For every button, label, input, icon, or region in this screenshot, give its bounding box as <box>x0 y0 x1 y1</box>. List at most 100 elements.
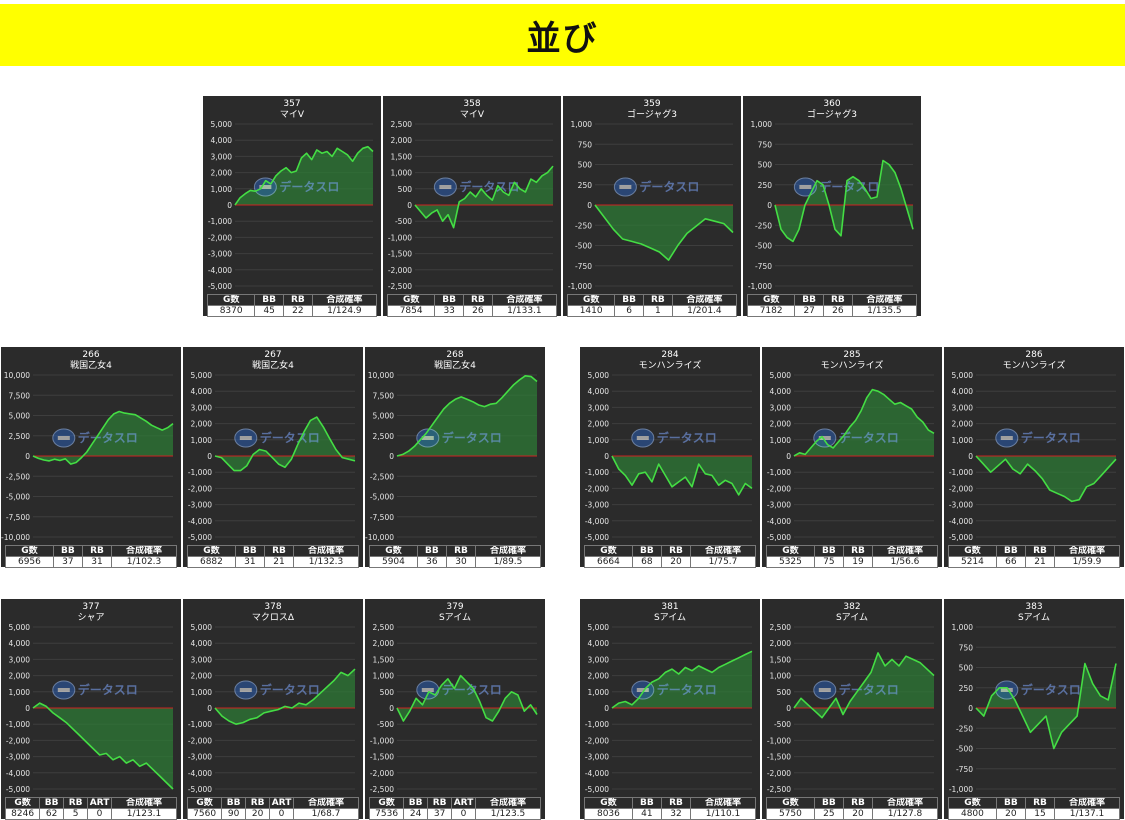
stats-table: G数 BB RB 合成確率 7854 33 26 1/133.1 <box>386 294 558 317</box>
y-tick-label: 2,000 <box>391 136 413 145</box>
stats-header: 合成確率 <box>293 797 359 809</box>
chart-panel-266: 266 戦国乙女4 10,000 7,500 5,000 2,500 0 -2,500 -5,0… <box>1 347 181 568</box>
y-tick-label: 0 <box>604 704 609 713</box>
y-tick-label: 1,000 <box>9 688 31 697</box>
y-tick-label: 4,000 <box>191 387 213 396</box>
slot-logo-icon: データスロ <box>52 428 138 448</box>
series-line <box>214 416 356 472</box>
stats-header: G数 <box>4 797 41 809</box>
y-tick-label: -2,500 <box>388 282 412 291</box>
y-tick-label: 5,000 <box>9 623 31 632</box>
stats-value: 8370 <box>206 305 256 317</box>
stats-value: 5214 <box>948 556 997 568</box>
series-line <box>32 702 174 790</box>
stats-header: ART <box>451 797 476 809</box>
y-tick-label: 5,000 <box>9 412 31 421</box>
stats-header: BB <box>614 294 645 306</box>
machine-name: 戦国乙女4 <box>434 361 476 371</box>
y-tick-label: -5,000 <box>188 533 212 542</box>
stats-value: 31 <box>81 556 113 568</box>
stats-header: G数 <box>186 797 223 809</box>
stats-table: G数 BB RB 合成確率 4800 20 15 1/137.1 <box>948 797 1120 820</box>
y-tick-label: -5,000 <box>188 785 212 794</box>
stats-value: 21 <box>263 556 295 568</box>
y-tick-label: 1,000 <box>751 120 773 129</box>
stats-value: 27 <box>794 305 825 317</box>
stats-value: 66 <box>995 556 1026 568</box>
chart-svg: 5,000 4,000 3,000 2,000 1,000 0 -1,000 -2,000 -3… <box>188 623 356 794</box>
y-tick-label: 1,500 <box>373 655 395 664</box>
y-tick-label: -1,000 <box>767 468 791 477</box>
y-tick-label: 4,000 <box>952 387 974 396</box>
series-area <box>976 663 1116 749</box>
stats-value: 68 <box>631 556 662 568</box>
stats-header: BB <box>794 294 825 306</box>
machine-number: 358 <box>463 99 481 109</box>
y-tick-label: 1,000 <box>952 623 974 632</box>
y-tick-label: -2,500 <box>370 472 394 481</box>
stats-value: 1/133.1 <box>491 305 558 317</box>
stats-table: G数 BB RB ART 合成確率 7560 90 20 0 1/68.7 <box>186 797 359 820</box>
stats-value: 37 <box>427 808 453 820</box>
y-tick-label: -1,000 <box>949 785 973 794</box>
y-tick-label: 0 <box>968 704 973 713</box>
y-tick-label: -4,000 <box>767 517 791 526</box>
y-tick-label: -2,500 <box>767 785 791 794</box>
chart-panel-359: 359 ゴージャグ3 1,000 750 500 250 0 -250 -500 -750 -1,0… <box>563 96 741 317</box>
machine-number: 268 <box>446 350 464 360</box>
stats-value: 26 <box>823 305 853 317</box>
y-tick-label: 1,000 <box>770 672 792 681</box>
stats-value: 6956 <box>5 556 54 568</box>
series-area <box>33 411 173 465</box>
y-tick-label: -7,500 <box>370 513 394 522</box>
y-tick-label: 1,000 <box>588 688 610 697</box>
y-tick-label: 500 <box>398 185 413 194</box>
y-tick-label: -3,000 <box>949 501 973 510</box>
stats-header: 合成確率 <box>311 294 378 306</box>
y-tick-label: -2,000 <box>767 769 791 778</box>
stats-header: 合成確率 <box>475 545 541 557</box>
machine-name: マイV <box>279 110 305 120</box>
stats-value: 1/56.6 <box>872 556 938 568</box>
y-tick-label: -500 <box>774 720 791 729</box>
series-area <box>397 675 537 721</box>
stats-value: 41 <box>631 808 662 820</box>
stats-header: BB <box>631 797 662 809</box>
y-tick-label: 1,000 <box>588 436 610 445</box>
machine-number: 267 <box>264 350 282 360</box>
stats-header: RB <box>245 797 271 809</box>
stats-value: 1/201.4 <box>671 305 738 317</box>
y-tick-label: -3,000 <box>188 501 212 510</box>
y-tick-label: 2,500 <box>391 120 413 129</box>
y-tick-label: 4,000 <box>191 639 213 648</box>
series-line <box>793 388 935 457</box>
chart-svg: 5,000 4,000 3,000 2,000 1,000 0 -1,000 -2,000 -3… <box>188 371 356 542</box>
chart-panel-383: 383 Sアイム 1,000 750 500 250 0 -250 -500 -750 -1,000… <box>944 599 1124 820</box>
stats-header: BB <box>813 545 844 557</box>
machine-name: モンハンライズ <box>1002 361 1066 371</box>
stats-value: 1/123.5 <box>475 808 541 820</box>
y-tick-label: -10,000 <box>365 533 394 542</box>
y-tick-label: 3,000 <box>770 403 792 412</box>
y-tick-label: -500 <box>755 242 772 251</box>
stats-header: G数 <box>766 545 815 557</box>
stats-header: G数 <box>948 797 997 809</box>
stats-value: 26 <box>463 305 493 317</box>
y-tick-label: 2,000 <box>191 420 213 429</box>
y-tick-label: 0 <box>25 704 30 713</box>
y-tick-label: 0 <box>389 704 394 713</box>
series-line <box>975 662 1117 750</box>
stats-value: 7536 <box>368 808 405 820</box>
stats-value: 75 <box>813 556 844 568</box>
y-tick-label: 1,000 <box>391 169 413 178</box>
svg-text:データスロ: データスロ <box>459 179 519 194</box>
machine-number: 266 <box>82 350 100 360</box>
stats-header: RB <box>660 797 692 809</box>
y-tick-label: 1,000 <box>571 120 593 129</box>
y-tick-label: 250 <box>959 684 974 693</box>
y-tick-label: -500 <box>575 242 592 251</box>
stats-header: 合成確率 <box>690 545 756 557</box>
svg-text:データスロ: データスロ <box>839 682 899 697</box>
y-tick-label: -2,000 <box>585 484 609 493</box>
y-tick-label: -500 <box>377 720 394 729</box>
